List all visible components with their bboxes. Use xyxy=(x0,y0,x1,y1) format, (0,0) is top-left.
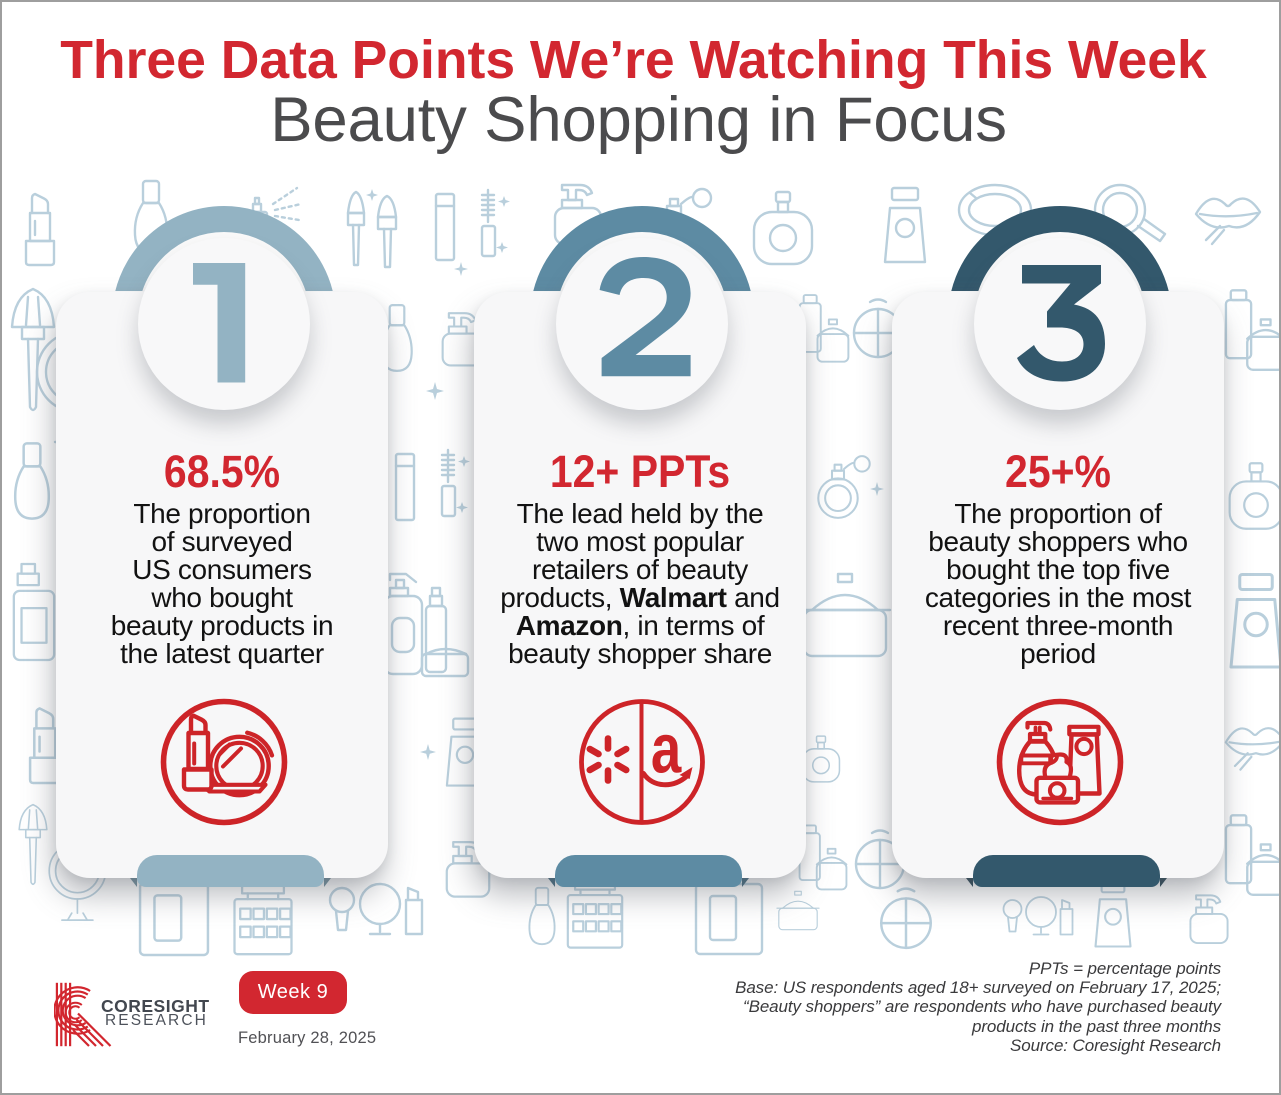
svg-text:a: a xyxy=(651,710,682,788)
